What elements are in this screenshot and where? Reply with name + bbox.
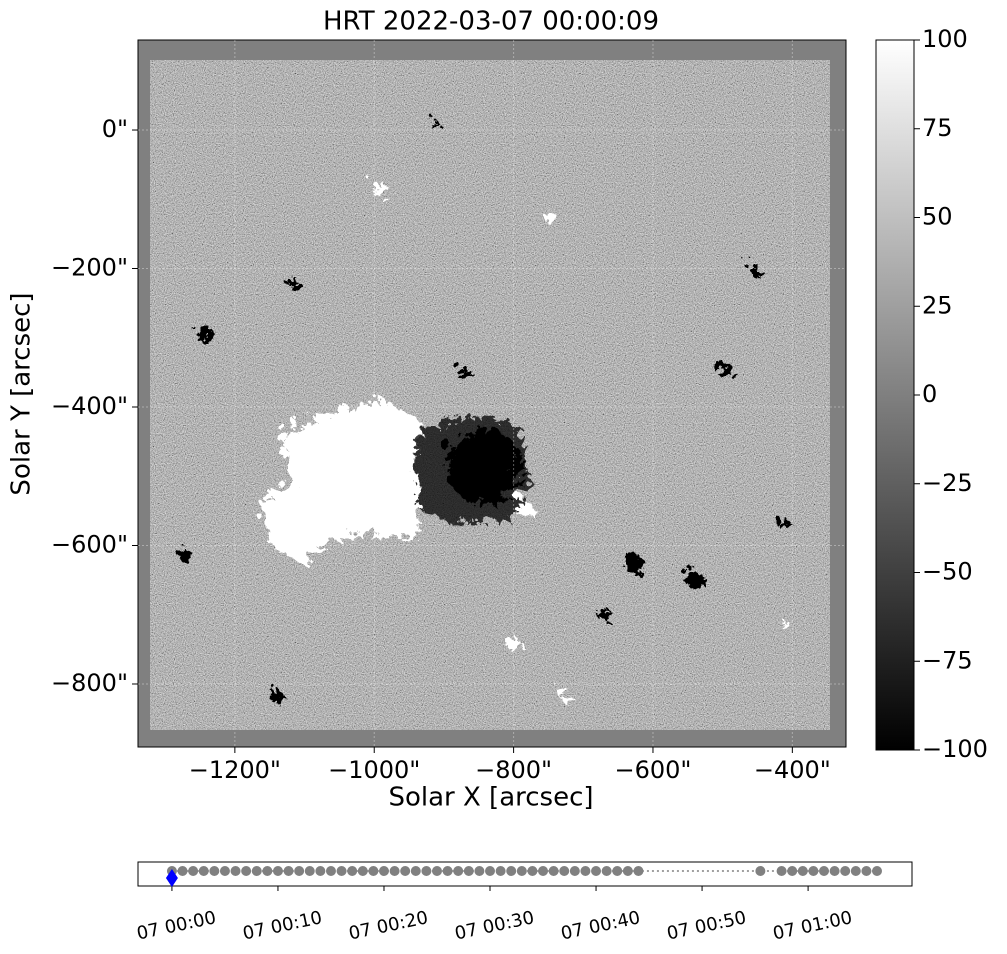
frame-marker	[538, 866, 549, 876]
x-tick-label: −800"	[475, 756, 552, 784]
frame-marker	[787, 866, 798, 876]
frame-marker	[262, 866, 273, 876]
x-tick-label: 07 00:00	[135, 907, 218, 944]
frame-marker	[569, 866, 580, 876]
colorbar-tick-label: 50	[922, 203, 953, 231]
x-tick-label: 07 00:20	[347, 907, 430, 944]
frame-marker	[410, 866, 421, 876]
x-axis-label: Solar X [arcsec]	[388, 783, 593, 813]
y-tick-label: −800"	[51, 669, 128, 697]
frame-marker	[559, 866, 570, 876]
frame-marker	[272, 866, 283, 876]
colorbar-tick-label: 100	[922, 25, 968, 53]
frame-marker	[283, 866, 294, 876]
frame-marker	[378, 866, 389, 876]
colorbar-tick-label: 0	[922, 380, 937, 408]
frame-marker	[797, 866, 808, 876]
x-tick-label: −600"	[614, 756, 691, 784]
frame-marker	[368, 866, 379, 876]
frame-marker	[850, 866, 861, 876]
frame-marker	[336, 866, 347, 876]
frame-marker	[622, 866, 633, 876]
frame-marker	[755, 866, 766, 876]
frame-marker	[421, 866, 432, 876]
current-frame-marker	[165, 869, 178, 887]
chart-title: HRT 2022-03-07 00:00:09	[323, 7, 659, 37]
colorbar	[875, 39, 915, 751]
frame-marker	[601, 866, 612, 876]
colorbar-tick-label: 75	[922, 114, 953, 142]
frame-marker	[219, 866, 230, 876]
frame-marker	[177, 866, 188, 876]
x-tick-label: −1200"	[189, 756, 281, 784]
magnetic-features	[173, 115, 786, 697]
y-axis-label: Solar Y [arcsec]	[7, 292, 37, 495]
y-tick-label: 0"	[102, 115, 128, 143]
frame-marker	[506, 866, 517, 876]
x-tick-label: 07 00:50	[665, 907, 748, 944]
frame-marker	[829, 866, 840, 876]
frame-marker	[485, 866, 496, 876]
y-tick-label: −600"	[51, 530, 128, 558]
frame-marker	[776, 866, 787, 876]
frame-marker	[516, 866, 527, 876]
x-tick-label: 07 00:40	[559, 907, 642, 944]
frame-marker	[633, 866, 644, 876]
frame-marker	[840, 866, 851, 876]
frame-marker	[251, 866, 262, 876]
x-tick-label: 07 00:30	[453, 907, 536, 944]
colorbar-tick-label: 25	[922, 291, 953, 319]
axes-frame	[137, 39, 847, 748]
frame-marker	[808, 866, 819, 876]
frame-marker	[861, 866, 872, 876]
frame-marker	[442, 866, 453, 876]
frame-marker	[304, 866, 315, 876]
colorbar-tick-label: −50	[922, 558, 973, 586]
frame-marker	[347, 866, 358, 876]
frame-marker	[591, 866, 602, 876]
colorbar-tick-label: −75	[922, 646, 973, 674]
frame-marker	[474, 866, 485, 876]
frame-marker	[188, 866, 199, 876]
colorbar-tick-label: −100	[922, 735, 988, 763]
frame-marker	[294, 866, 305, 876]
frame-marker	[357, 866, 368, 876]
frame-marker	[453, 866, 464, 876]
frame-marker	[315, 866, 326, 876]
frame-marker	[389, 866, 400, 876]
x-tick-label: −400"	[754, 756, 831, 784]
frame-marker	[463, 866, 474, 876]
y-tick-label: −200"	[51, 254, 128, 282]
frame-marker	[580, 866, 591, 876]
frame-marker	[209, 866, 220, 876]
timeline-frame	[137, 861, 913, 887]
frame-marker	[495, 866, 506, 876]
frame-marker	[400, 866, 411, 876]
frame-marker	[198, 866, 209, 876]
frame-marker	[241, 866, 252, 876]
frame-marker	[527, 866, 538, 876]
frame-marker	[325, 866, 336, 876]
y-tick-label: −400"	[51, 392, 128, 420]
x-tick-label: 07 01:00	[771, 907, 854, 944]
frame-marker	[548, 866, 559, 876]
magnetogram	[138, 40, 846, 747]
frame-marker	[230, 866, 241, 876]
frame-marker	[612, 866, 623, 876]
x-tick-label: −1000"	[328, 756, 420, 784]
colorbar-tick-label: −25	[922, 469, 973, 497]
image-texture	[150, 60, 830, 730]
x-tick-label: 07 00:10	[241, 907, 324, 944]
frame-marker	[872, 866, 883, 876]
frame-marker	[431, 866, 442, 876]
frame-marker	[818, 866, 829, 876]
